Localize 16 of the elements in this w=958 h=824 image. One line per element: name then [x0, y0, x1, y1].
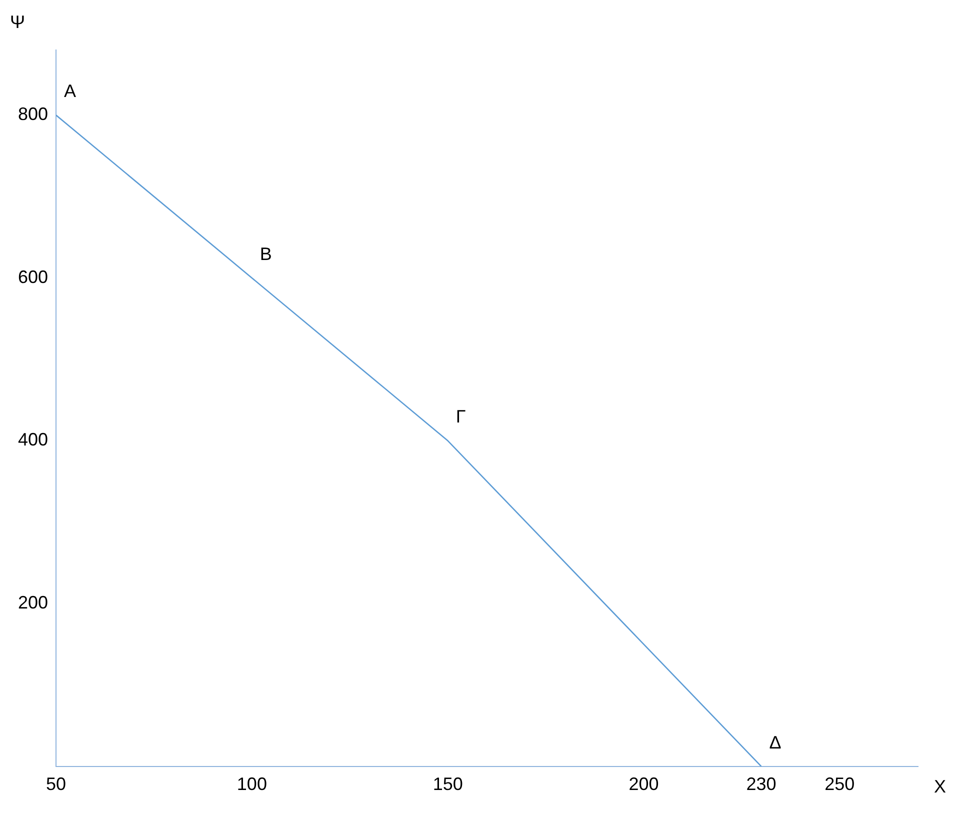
x-tick-label: 150: [432, 774, 463, 794]
x-tick-label: 200: [628, 774, 659, 794]
annotation: Δ: [769, 732, 782, 752]
annotation: Α: [64, 81, 76, 102]
x-tick-label: 230: [746, 774, 776, 794]
y-tick-label: 200: [18, 592, 48, 613]
annotation: Γ: [456, 406, 466, 427]
x-tick-label: 100: [236, 774, 267, 794]
x-axis-title: X: [934, 776, 946, 796]
y-tick-label: 400: [18, 430, 48, 450]
y-axis-title: Ψ: [10, 12, 26, 32]
x-tick-label: 250: [824, 774, 855, 794]
y-tick-label: 800: [18, 104, 48, 124]
annotation: Β: [260, 244, 272, 264]
y-tick-label: 600: [18, 266, 48, 287]
x-tick-label: 50: [46, 774, 66, 794]
